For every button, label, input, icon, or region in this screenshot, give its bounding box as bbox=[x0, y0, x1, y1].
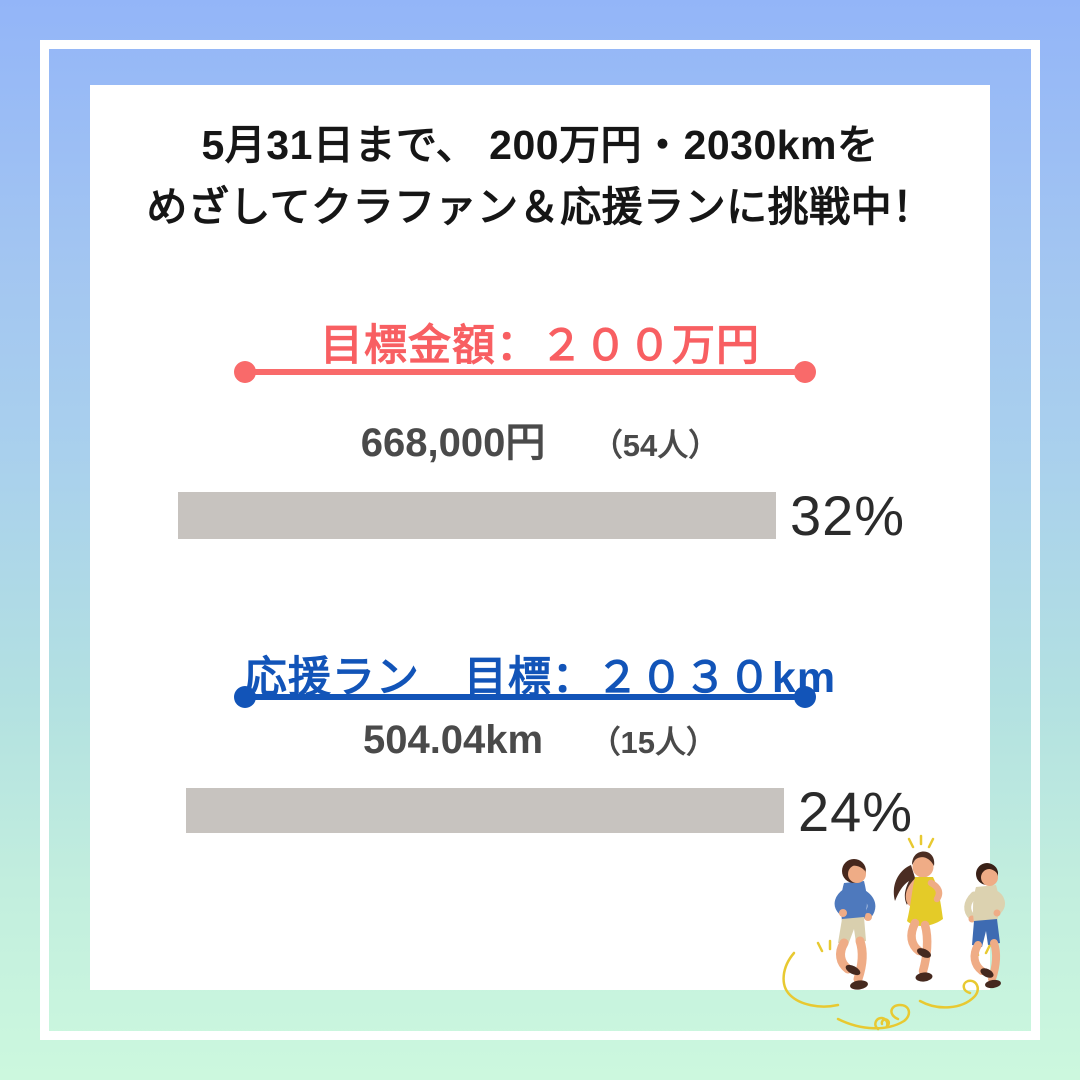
underline-dot-right bbox=[794, 361, 816, 383]
run-distance: 504.04km bbox=[362, 718, 544, 762]
underline-dot-left bbox=[234, 686, 256, 708]
runner-middle bbox=[893, 834, 943, 982]
run-progress-bar bbox=[186, 788, 784, 833]
three-runners-illustration bbox=[782, 834, 1005, 1031]
crowdfunding-underline bbox=[234, 361, 816, 383]
crowdfunding-amount-row: 668,000円 （54人） bbox=[90, 410, 990, 468]
crowdfunding-progress-bar bbox=[178, 492, 776, 539]
runner-left bbox=[834, 859, 876, 990]
content-card: 5月31日まで、 200万円・2030kmを めざしてクラファン＆応援ランに挑戦… bbox=[90, 85, 990, 990]
crowdfunding-amount: 668,000円 bbox=[360, 421, 546, 465]
crowdfunding-goal-heading: 目標金額：２００万円 bbox=[320, 322, 760, 370]
yellow-swirl-lines bbox=[782, 939, 992, 1031]
run-percent: 24% bbox=[798, 780, 914, 843]
run-participants: （15人） bbox=[589, 725, 718, 760]
run-amount-row: 504.04km （15人） bbox=[90, 717, 990, 763]
underline-dot-right bbox=[794, 686, 816, 708]
crowdfunding-progress-fill bbox=[178, 492, 369, 539]
run-underline bbox=[234, 686, 816, 708]
underline-dot-left bbox=[234, 361, 256, 383]
sparkle-icon bbox=[907, 834, 935, 849]
title-line-1: 5月31日まで、 200万円・2030kmを bbox=[201, 122, 879, 168]
page-title: 5月31日まで、 200万円・2030kmを めざしてクラファン＆応援ランに挑戦… bbox=[90, 115, 990, 238]
crowdfunding-participants: （54人） bbox=[591, 428, 720, 463]
crowdfunding-percent: 32% bbox=[790, 484, 906, 547]
run-progress-fill bbox=[186, 788, 330, 833]
title-line-2: めざしてクラファン＆応援ランに挑戦中！ bbox=[146, 183, 934, 230]
runner-right bbox=[964, 863, 1005, 989]
